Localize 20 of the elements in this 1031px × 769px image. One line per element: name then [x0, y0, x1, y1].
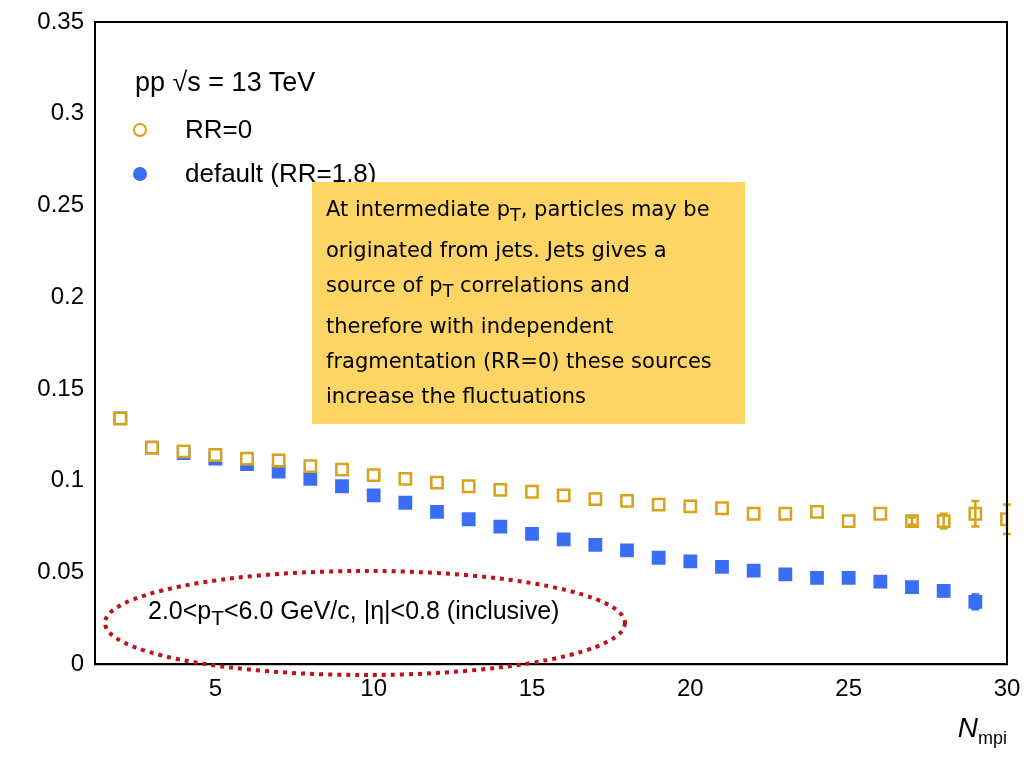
x-tick-label: 15	[518, 674, 546, 702]
y-tick-label: 0.1	[50, 465, 84, 493]
y-tick-label: 0.15	[37, 373, 84, 401]
x-tick-label: 25	[835, 674, 863, 702]
y-tick-label: 0	[70, 648, 84, 676]
x-tick-label: 5	[208, 674, 223, 702]
y-tick-label: 0.2	[50, 281, 84, 309]
legend-label: RR=0	[185, 114, 253, 145]
y-tick-label: 0.35	[37, 6, 84, 34]
x-axis-title: N$_{mpi}$	[957, 712, 1007, 749]
y-tick-label: 0.25	[37, 190, 84, 218]
annotation: 2.0<p$_{T}$<6.0 GeV/c, |η|<0.8 (inclusive)	[148, 596, 560, 631]
x-tick-label: 20	[676, 674, 704, 702]
x-tick-label: 10	[360, 674, 388, 702]
x-tick-label: 30	[993, 674, 1021, 702]
y-tick-label: 0.3	[50, 98, 84, 126]
legend-label: default (RR=1.8)	[185, 158, 377, 189]
text: At intermediate p$_{T}$, particles may be originated from jets. Jets gives a source of p$_{T}$ correlations and therefore with independent fragmentation (RR=0) these sources increase the fluctuations	[326, 197, 712, 409]
y-tick-label: 0.05	[37, 557, 84, 585]
text: pp √s = 13 TeV	[135, 67, 316, 98]
